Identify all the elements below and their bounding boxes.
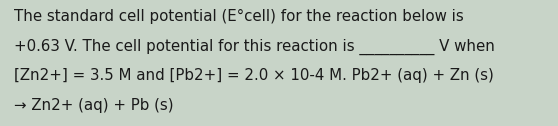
Text: [Zn2+] = 3.5 M and [Pb2+] = 2.0 × 10-4 M. Pb2+ (aq) + Zn (s): [Zn2+] = 3.5 M and [Pb2+] = 2.0 × 10-4 M…: [14, 68, 494, 83]
Text: +0.63 V. The cell potential for this reaction is __________ V when: +0.63 V. The cell potential for this rea…: [14, 38, 495, 55]
Text: The standard cell potential (E°cell) for the reaction below is: The standard cell potential (E°cell) for…: [14, 9, 464, 24]
Text: → Zn2+ (aq) + Pb (s): → Zn2+ (aq) + Pb (s): [14, 98, 174, 113]
